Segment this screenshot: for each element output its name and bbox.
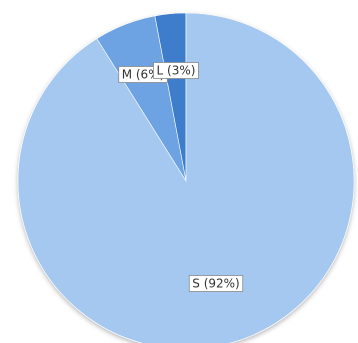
pie-label-s: S (92%) [188, 275, 244, 292]
pie-label-text-l: L (3%) [157, 64, 196, 78]
pie-labels: M (6%)L (3%)S (92%) [118, 62, 244, 292]
pie-label-box-s [188, 275, 244, 292]
pie-slices [17, 12, 355, 343]
pie-slice-s[interactable] [17, 12, 355, 343]
pie-label-box-l [153, 62, 199, 79]
pie-label-text-s: S (92%) [192, 277, 239, 291]
pie-label-l: L (3%) [153, 62, 199, 79]
